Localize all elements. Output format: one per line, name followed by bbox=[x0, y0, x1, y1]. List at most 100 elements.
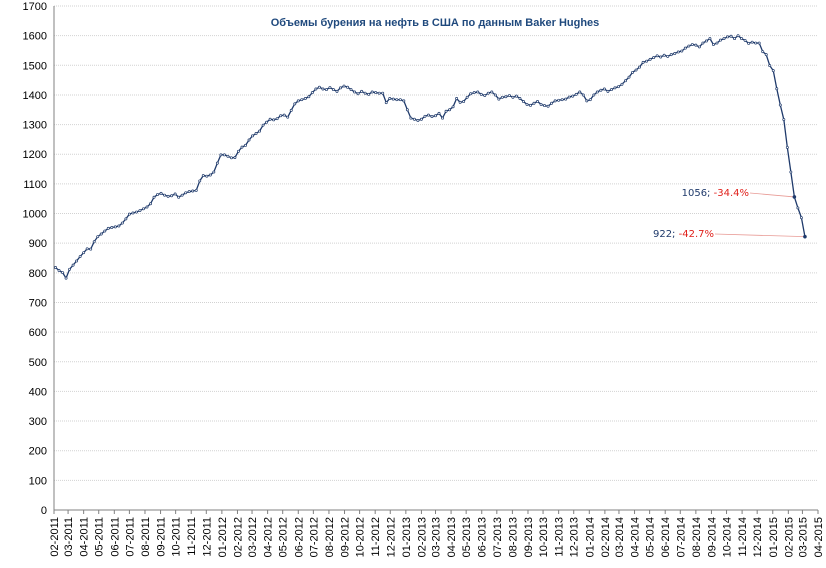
data-point bbox=[592, 93, 596, 97]
x-tick-label: 10-2013 bbox=[538, 517, 550, 557]
data-point bbox=[402, 99, 406, 103]
data-point bbox=[634, 68, 638, 72]
x-tick-label: 04-2014 bbox=[630, 517, 642, 557]
data-point bbox=[265, 120, 269, 124]
data-point bbox=[127, 212, 131, 216]
data-point bbox=[768, 64, 772, 68]
data-point bbox=[110, 226, 114, 229]
annotation-point bbox=[792, 195, 797, 199]
data-point bbox=[293, 102, 297, 106]
data-point bbox=[652, 56, 656, 60]
data-point bbox=[469, 92, 473, 96]
x-tick-label: 04-2011 bbox=[79, 517, 91, 557]
data-point bbox=[166, 194, 170, 198]
x-tick-label: 08-2013 bbox=[507, 517, 519, 557]
y-tick-label: 1600 bbox=[23, 31, 47, 43]
data-point bbox=[54, 266, 57, 269]
x-tick-label: 03-2015 bbox=[797, 517, 809, 557]
x-tick-label: 07-2014 bbox=[675, 517, 687, 557]
data-point bbox=[796, 206, 800, 210]
x-tick-label: 12-2011 bbox=[201, 517, 213, 557]
data-point bbox=[782, 118, 786, 122]
x-tick-label: 07-2011 bbox=[124, 517, 136, 557]
x-axis-tick-labels: 02-2011 03-2011 04-2011 05-2011 06-2011 07-20… bbox=[49, 510, 825, 557]
data-point bbox=[339, 86, 342, 90]
data-point bbox=[416, 118, 420, 122]
y-tick-label: 800 bbox=[29, 268, 47, 280]
data-point bbox=[215, 161, 219, 165]
data-point bbox=[353, 90, 357, 94]
data-point bbox=[483, 94, 487, 97]
data-point bbox=[360, 89, 364, 93]
annotation-point bbox=[803, 234, 807, 239]
data-point bbox=[398, 98, 402, 102]
data-point bbox=[567, 95, 571, 99]
data-point bbox=[778, 103, 782, 107]
x-tick-label: 12-2013 bbox=[569, 517, 581, 557]
data-point bbox=[687, 44, 691, 48]
data-point bbox=[254, 132, 258, 135]
x-tick-label: 02-2013 bbox=[416, 517, 428, 557]
y-tick-label: 900 bbox=[29, 238, 47, 250]
data-point bbox=[743, 38, 747, 42]
y-tick-label: 500 bbox=[29, 357, 47, 369]
x-tick-label: 10-2014 bbox=[722, 517, 734, 557]
data-point bbox=[370, 90, 374, 94]
x-tick-label: 05-2011 bbox=[94, 517, 106, 557]
data-point bbox=[729, 34, 733, 38]
x-tick-label: 09-2011 bbox=[156, 517, 168, 557]
data-point bbox=[645, 59, 649, 63]
x-tick-label: 03-2014 bbox=[614, 517, 626, 557]
chart-title: Объемы бурения на нефть в США по данным … bbox=[271, 17, 600, 29]
data-point bbox=[761, 50, 765, 54]
data-point bbox=[61, 271, 64, 274]
data-point bbox=[578, 90, 582, 94]
x-tick-label: 04-2012 bbox=[263, 517, 275, 557]
data-point bbox=[275, 117, 279, 121]
data-point bbox=[286, 115, 290, 119]
data-point bbox=[585, 99, 589, 103]
data-point bbox=[363, 91, 367, 95]
data-point bbox=[85, 247, 89, 251]
y-tick-label: 700 bbox=[29, 297, 47, 309]
data-point bbox=[201, 174, 205, 178]
x-tick-label: 01-2015 bbox=[768, 517, 780, 557]
annotation-leader bbox=[714, 233, 805, 238]
y-tick-label: 100 bbox=[29, 475, 47, 487]
data-point bbox=[268, 117, 272, 121]
data-point bbox=[395, 98, 399, 102]
data-point bbox=[525, 102, 529, 106]
data-point bbox=[430, 115, 434, 119]
x-tick-label: 02-2012 bbox=[232, 517, 244, 557]
data-point bbox=[581, 93, 585, 97]
data-point bbox=[574, 92, 578, 96]
x-tick-label: 09-2013 bbox=[523, 517, 535, 557]
data-point bbox=[740, 37, 744, 41]
data-point bbox=[486, 91, 490, 95]
data-point bbox=[145, 205, 149, 209]
data-point bbox=[342, 84, 346, 88]
data-point bbox=[497, 97, 501, 101]
data-point bbox=[620, 82, 624, 86]
data-point bbox=[156, 193, 159, 197]
data-point bbox=[251, 134, 254, 138]
data-point bbox=[64, 276, 68, 280]
rig-count-series bbox=[54, 34, 807, 280]
data-point bbox=[377, 91, 381, 95]
data-point bbox=[321, 87, 325, 91]
x-tick-label: 08-2011 bbox=[140, 517, 152, 557]
data-point bbox=[557, 98, 561, 102]
data-point bbox=[177, 195, 181, 199]
data-point bbox=[719, 38, 722, 42]
data-point bbox=[258, 129, 262, 133]
data-point bbox=[92, 240, 96, 244]
data-point bbox=[405, 108, 409, 112]
data-point bbox=[113, 225, 117, 229]
data-point bbox=[434, 114, 437, 118]
data-point bbox=[775, 87, 779, 91]
x-tick-label: 05-2014 bbox=[645, 517, 657, 557]
x-tick-label: 02-2015 bbox=[783, 517, 795, 557]
data-point bbox=[163, 193, 167, 197]
x-tick-label: 01-2012 bbox=[217, 517, 229, 557]
data-point bbox=[560, 98, 564, 102]
